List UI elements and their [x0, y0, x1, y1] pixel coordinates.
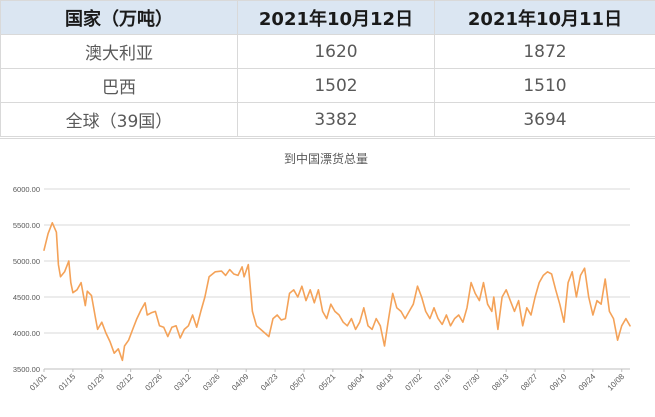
y-tick-label: 5500.00 [13, 221, 40, 230]
header-date-1011: 2021年10月11日 [435, 1, 655, 35]
chart-container: 到中国漂货总量 3500.00 4000.00 4500.00 5000.00 5500… [0, 138, 655, 417]
cell-value-1011: 3694 [435, 103, 655, 137]
x-tick-label: 03/26 [201, 372, 222, 393]
line-chart: 到中国漂货总量 3500.00 4000.00 4500.00 5000.00 5500… [0, 139, 655, 417]
x-tick-label: 01/01 [28, 372, 49, 393]
x-tick-label: 08/27 [519, 372, 540, 393]
x-tick-label: 01/29 [86, 372, 107, 393]
cell-value-1012: 3382 [238, 103, 435, 137]
cell-value-1011: 1510 [435, 69, 655, 103]
cell-value-1012: 1620 [238, 35, 435, 69]
series-line [44, 223, 630, 361]
cell-country: 巴西 [1, 69, 238, 103]
plot-area [44, 223, 630, 361]
table-row: 澳大利亚 1620 1872 [1, 35, 655, 69]
x-tick-label: 09/10 [548, 372, 569, 393]
y-tick-label: 5000.00 [13, 257, 40, 266]
x-tick-label: 10/08 [606, 372, 627, 393]
table-row: 巴西 1502 1510 [1, 69, 655, 103]
y-tick-label: 6000.00 [13, 185, 40, 194]
y-tick-label: 3500.00 [13, 365, 40, 374]
x-tick-label: 02/26 [143, 372, 164, 393]
x-tick-label: 07/16 [432, 372, 453, 393]
x-tick-label: 05/21 [317, 372, 338, 393]
cell-value-1012: 1502 [238, 69, 435, 103]
x-tick-label: 01/15 [57, 372, 78, 393]
x-tick-label: 08/13 [490, 372, 511, 393]
table-header-row: 国家（万吨） 2021年10月12日 2021年10月11日 [1, 1, 655, 35]
x-axis: 01/01 01/15 01/29 02/12 02/26 03/12 03/26 04/09… [28, 369, 630, 393]
x-tick-label: 07/30 [461, 372, 482, 393]
x-tick-label: 05/07 [288, 372, 309, 393]
table-row: 全球（39国） 3382 3694 [1, 103, 655, 137]
x-tick-label: 06/04 [346, 372, 367, 393]
x-tick-label: 04/23 [259, 372, 280, 393]
x-tick-label: 09/24 [577, 372, 598, 393]
shipment-summary-table: 国家（万吨） 2021年10月12日 2021年10月11日 澳大利亚 1620… [0, 0, 655, 137]
y-tick-label: 4500.00 [13, 293, 40, 302]
chart-title: 到中国漂货总量 [284, 151, 368, 166]
header-country: 国家（万吨） [1, 1, 238, 35]
cell-value-1011: 1872 [435, 35, 655, 69]
cell-country: 澳大利亚 [1, 35, 238, 69]
x-tick-label: 06/18 [375, 372, 396, 393]
header-date-1012: 2021年10月12日 [238, 1, 435, 35]
y-tick-label: 4000.00 [13, 329, 40, 338]
y-axis: 3500.00 4000.00 4500.00 5000.00 5500.00 6000.… [13, 185, 40, 374]
x-tick-label: 04/09 [230, 372, 251, 393]
x-tick-label: 07/02 [403, 372, 424, 393]
cell-country: 全球（39国） [1, 103, 238, 137]
x-tick-label: 02/12 [115, 372, 136, 393]
x-tick-label: 03/12 [172, 372, 193, 393]
